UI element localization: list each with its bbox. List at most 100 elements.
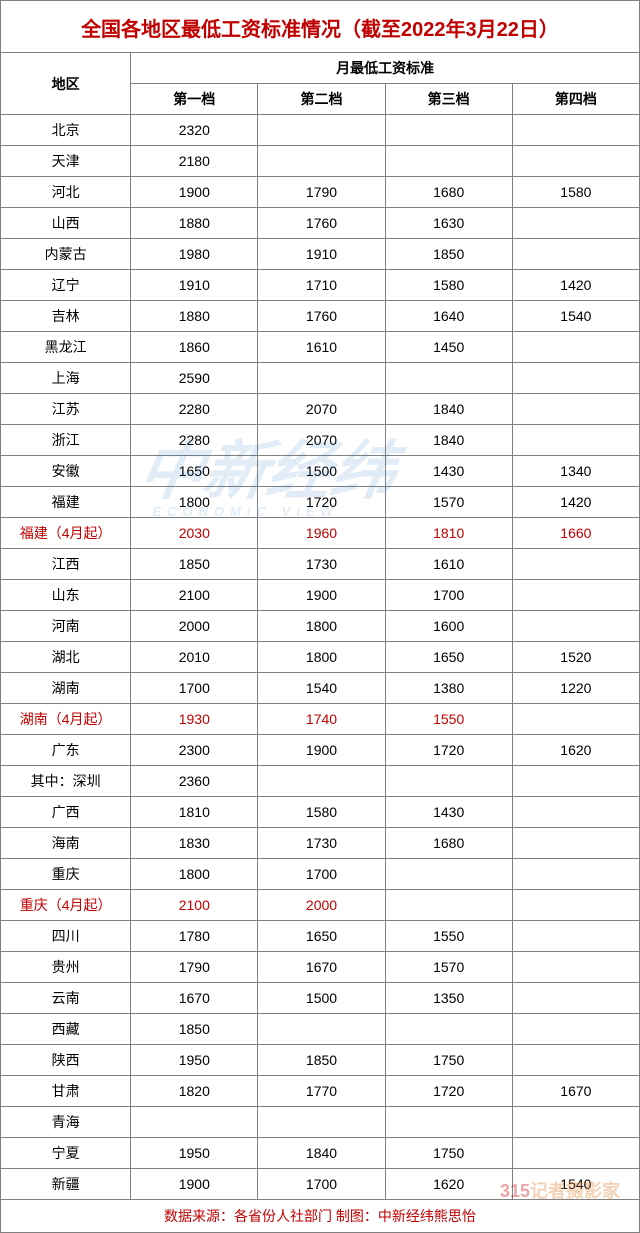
cell-region: 陕西 [1, 1045, 131, 1076]
cell-value: 1670 [131, 983, 258, 1014]
cell-value: 1640 [385, 301, 512, 332]
cell-value: 1840 [258, 1138, 385, 1169]
cell-value [512, 1045, 639, 1076]
cell-value: 1910 [131, 270, 258, 301]
cell-value: 1880 [131, 301, 258, 332]
table-row: 浙江228020701840 [1, 425, 640, 456]
table-body: 北京2320天津2180河北1900179016801580山西18801760… [1, 115, 640, 1200]
cell-value: 1850 [131, 549, 258, 580]
cell-value [258, 766, 385, 797]
cell-value [512, 1138, 639, 1169]
cell-region: 其中：深圳 [1, 766, 131, 797]
cell-value: 1680 [385, 177, 512, 208]
cell-value: 1540 [258, 673, 385, 704]
cell-value: 1900 [258, 580, 385, 611]
cell-value: 1880 [131, 208, 258, 239]
cell-value: 1790 [258, 177, 385, 208]
table-row: 广西181015801430 [1, 797, 640, 828]
cell-region: 甘肃 [1, 1076, 131, 1107]
cell-value [385, 1107, 512, 1138]
cell-value: 1950 [131, 1138, 258, 1169]
cell-value: 1650 [131, 456, 258, 487]
cell-value: 1790 [131, 952, 258, 983]
cell-value: 1540 [512, 301, 639, 332]
cell-value: 1620 [512, 735, 639, 766]
cell-value [512, 580, 639, 611]
footer-source: 数据来源：各省份人社部门 制图：中新经纬熊思怡 [0, 1200, 640, 1233]
cell-value: 1570 [385, 487, 512, 518]
cell-value [512, 921, 639, 952]
wage-table: 地区 月最低工资标准 第一档 第二档 第三档 第四档 北京2320天津2180河… [0, 52, 640, 1200]
cell-value: 2360 [131, 766, 258, 797]
cell-region: 安徽 [1, 456, 131, 487]
cell-value: 1710 [258, 270, 385, 301]
cell-value: 2030 [131, 518, 258, 549]
cell-region: 贵州 [1, 952, 131, 983]
table-row: 宁夏195018401750 [1, 1138, 640, 1169]
cell-value: 1700 [131, 673, 258, 704]
table-row: 天津2180 [1, 146, 640, 177]
cell-value [512, 828, 639, 859]
table-row: 吉林1880176016401540 [1, 301, 640, 332]
table-row: 贵州179016701570 [1, 952, 640, 983]
cell-value: 1580 [258, 797, 385, 828]
cell-value [385, 146, 512, 177]
table-row: 甘肃1820177017201670 [1, 1076, 640, 1107]
cell-value: 1660 [512, 518, 639, 549]
cell-region: 内蒙古 [1, 239, 131, 270]
table-row: 北京2320 [1, 115, 640, 146]
cell-value: 1580 [385, 270, 512, 301]
cell-region: 云南 [1, 983, 131, 1014]
table-row: 福建（4月起）2030196018101660 [1, 518, 640, 549]
cell-value: 1720 [385, 735, 512, 766]
cell-value: 1650 [258, 921, 385, 952]
cell-value [385, 1014, 512, 1045]
cell-value: 1420 [512, 270, 639, 301]
cell-value [512, 1014, 639, 1045]
cell-region: 河南 [1, 611, 131, 642]
cell-value [512, 115, 639, 146]
cell-value: 1720 [385, 1076, 512, 1107]
cell-value: 1630 [385, 208, 512, 239]
cell-value [512, 332, 639, 363]
cell-value: 1770 [258, 1076, 385, 1107]
cell-value: 1760 [258, 301, 385, 332]
table-row: 海南183017301680 [1, 828, 640, 859]
cell-value: 1850 [258, 1045, 385, 1076]
cell-value [258, 363, 385, 394]
cell-region: 重庆 [1, 859, 131, 890]
cell-region: 辽宁 [1, 270, 131, 301]
cell-value [258, 115, 385, 146]
cell-region: 海南 [1, 828, 131, 859]
cell-region: 广西 [1, 797, 131, 828]
cell-region: 江苏 [1, 394, 131, 425]
cell-value [385, 766, 512, 797]
cell-value: 1420 [512, 487, 639, 518]
cell-value [512, 146, 639, 177]
cell-value: 2180 [131, 146, 258, 177]
cell-value [512, 890, 639, 921]
cell-value [258, 146, 385, 177]
table-row: 西藏1850 [1, 1014, 640, 1045]
cell-value: 1840 [385, 394, 512, 425]
table-row: 上海2590 [1, 363, 640, 394]
cell-region: 天津 [1, 146, 131, 177]
cell-value: 1900 [258, 735, 385, 766]
cell-value: 1820 [131, 1076, 258, 1107]
cell-region: 新疆 [1, 1169, 131, 1200]
cell-value [512, 766, 639, 797]
cell-value [512, 363, 639, 394]
cell-value [512, 952, 639, 983]
cell-value: 2010 [131, 642, 258, 673]
table-row: 新疆1900170016201540 [1, 1169, 640, 1200]
table-row: 山西188017601630 [1, 208, 640, 239]
cell-value: 1800 [258, 611, 385, 642]
cell-value: 1580 [512, 177, 639, 208]
cell-region: 青海 [1, 1107, 131, 1138]
cell-value: 1800 [131, 859, 258, 890]
cell-value: 1450 [385, 332, 512, 363]
cell-value [385, 890, 512, 921]
cell-value: 1620 [385, 1169, 512, 1200]
cell-value: 1610 [258, 332, 385, 363]
cell-value: 2000 [131, 611, 258, 642]
